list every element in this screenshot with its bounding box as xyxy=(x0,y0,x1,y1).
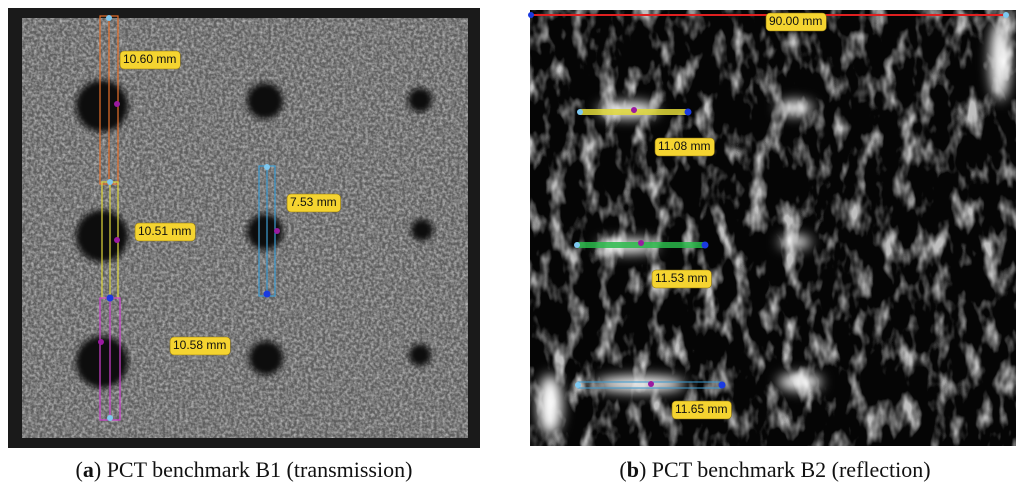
tag-label: 11.53 mm xyxy=(655,271,707,285)
caption-text: ) PCT benchmark B1 (transmission) xyxy=(94,457,413,482)
panel-b-image xyxy=(528,8,1018,448)
tag-label: 10.60 mm xyxy=(123,52,176,66)
page: {"panels": [ {"caption": ["(", "a", ") P… xyxy=(0,0,1023,491)
measure-tag: 11.08 mm xyxy=(655,138,714,156)
measure-tag: 11.53 mm xyxy=(652,270,711,288)
measure-point xyxy=(528,12,534,18)
measure-tag: 90.00 mm xyxy=(766,13,826,31)
panel-caption: (a) PCT benchmark B1 (transmission) xyxy=(76,457,413,482)
measure-tag: 10.60 mm xyxy=(120,51,180,69)
panel-caption: (b) PCT benchmark B2 (reflection) xyxy=(619,457,930,482)
caption-text: ( xyxy=(76,457,83,482)
caption-text: ) PCT benchmark B2 (reflection) xyxy=(639,457,931,482)
tag-label: 11.08 mm xyxy=(658,139,710,153)
tag-label: 10.51 mm xyxy=(138,224,191,238)
figure: 10.60 mm 10.51 mm 10.58 mm 7.53 mm 90.00 mm 1… xyxy=(0,0,1023,491)
captions: (a) PCT benchmark B1 (transmission)(b) P… xyxy=(76,457,931,482)
tag-label: 10.58 mm xyxy=(173,338,226,352)
panel-letter: b xyxy=(627,457,639,482)
measure-point xyxy=(1003,12,1009,18)
panel-a-image xyxy=(8,8,480,448)
measure-tag: 11.65 mm xyxy=(672,401,731,419)
measure-tag: 10.51 mm xyxy=(135,223,195,241)
tag-label: 11.65 mm xyxy=(675,402,727,416)
caption-text: ( xyxy=(619,457,626,482)
measure-tag: 10.58 mm xyxy=(170,337,230,355)
measure-tag: 7.53 mm xyxy=(287,194,341,212)
tag-label: 90.00 mm xyxy=(769,14,822,28)
panel-letter: a xyxy=(83,457,94,482)
tag-label: 7.53 mm xyxy=(290,195,337,209)
